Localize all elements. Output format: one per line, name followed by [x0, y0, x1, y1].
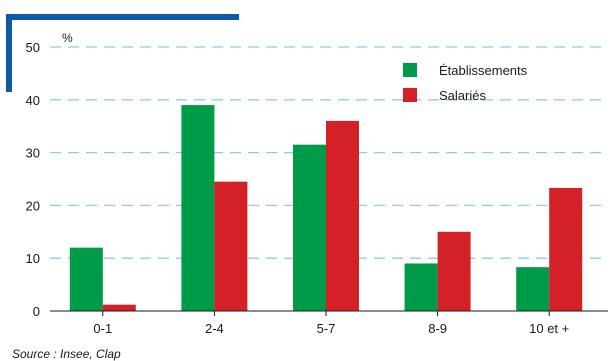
source-note: Source : Insee, Clap [12, 347, 121, 361]
y-tick-label: 20 [26, 198, 40, 213]
y-axis-ticks: 0 10 20 30 40 50 [26, 40, 40, 319]
bar-etablissements [516, 267, 550, 311]
bar-salaries [549, 187, 583, 311]
x-tick-label: 10 et + [529, 321, 569, 336]
bars [69, 105, 583, 311]
corner-decoration [6, 14, 239, 92]
accent-bar-top [6, 14, 239, 20]
x-tick-label: 0-1 [93, 321, 112, 336]
bar-salaries [214, 181, 248, 311]
y-tick-label: 50 [26, 40, 40, 55]
bar-salaries [326, 120, 359, 311]
legend-swatch [403, 63, 417, 77]
x-tick-label: 8-9 [428, 321, 447, 336]
y-tick-label: 0 [33, 304, 40, 319]
y-tick-label: 30 [26, 146, 40, 161]
y-tick-label: 40 [26, 93, 40, 108]
legend-label: Salariés [439, 88, 486, 103]
y-tick-label: 10 [26, 251, 40, 266]
legend-swatch [403, 88, 417, 102]
bar-salaries [102, 304, 136, 311]
bar-etablissements [69, 247, 103, 311]
legend: Établissements Salariés [403, 63, 528, 103]
bar-etablissements [181, 105, 215, 311]
bar-salaries [437, 231, 471, 311]
bar-etablissements [404, 263, 438, 311]
x-tick-label: 5-7 [317, 321, 336, 336]
bar-etablissements [293, 144, 326, 311]
y-axis-unit: % [62, 31, 73, 45]
x-tick-label: 2-4 [205, 321, 224, 336]
accent-bar-left [6, 14, 12, 92]
legend-label: Établissements [439, 63, 528, 78]
x-axis-ticks: 0-1 2-4 5-7 8-9 10 et + [93, 311, 569, 336]
